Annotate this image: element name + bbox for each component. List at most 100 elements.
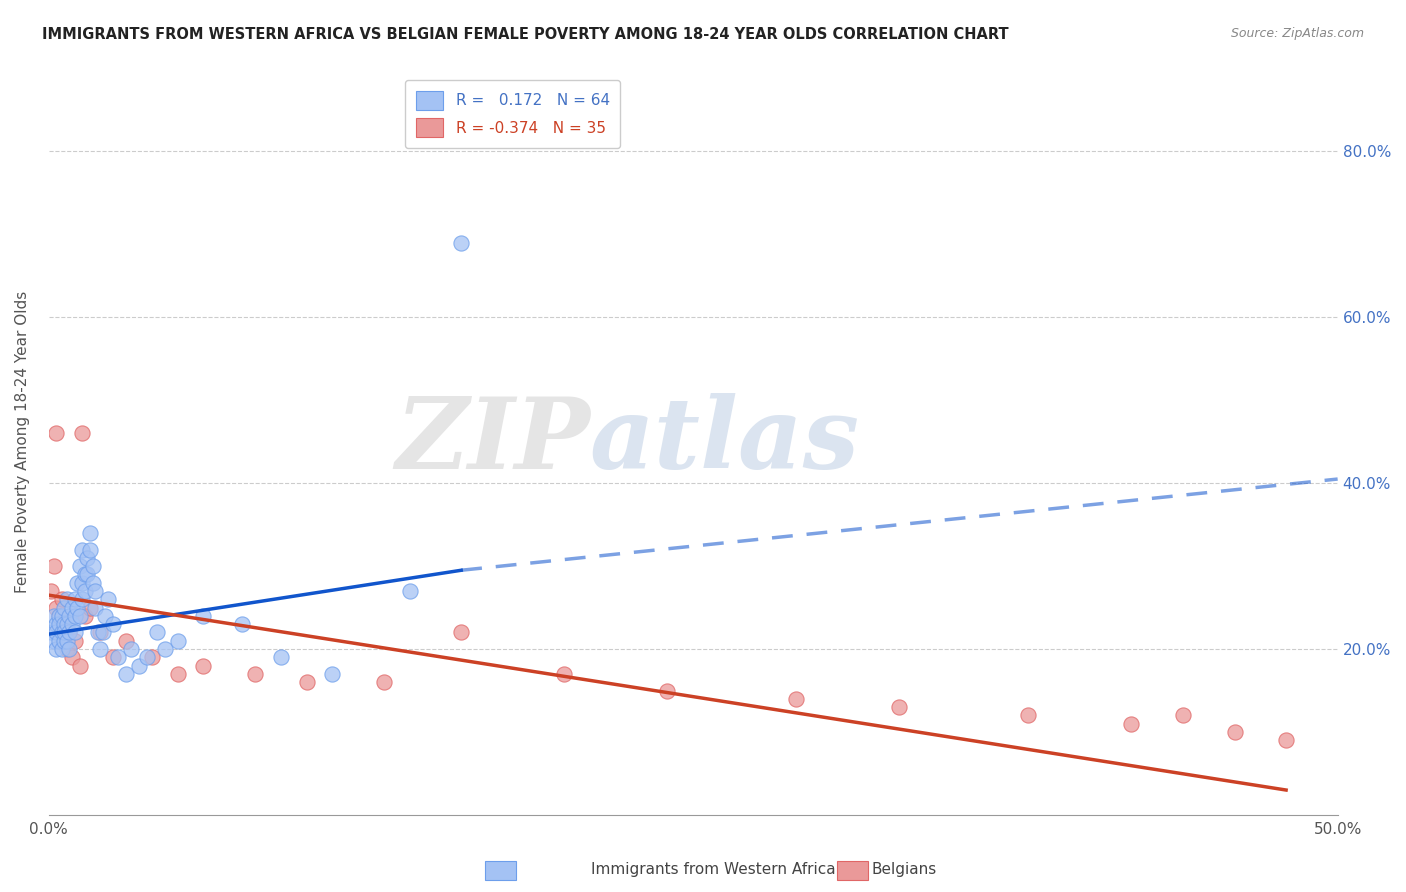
Point	[51, 592, 73, 607]
Point	[79, 525, 101, 540]
Point	[72, 542, 94, 557]
Point	[63, 625, 86, 640]
Point	[193, 608, 215, 623]
Point	[82, 559, 104, 574]
Text: Belgians: Belgians	[872, 863, 936, 877]
Point	[72, 426, 94, 441]
Point	[63, 592, 86, 607]
Point	[51, 625, 73, 640]
Point	[82, 575, 104, 590]
Point	[84, 600, 107, 615]
Point	[146, 625, 169, 640]
Point	[72, 592, 94, 607]
Point	[51, 608, 73, 623]
Point	[48, 633, 70, 648]
Point	[141, 650, 163, 665]
Point	[69, 559, 91, 574]
Point	[53, 633, 76, 648]
Point	[42, 608, 65, 623]
Point	[53, 625, 76, 640]
Point	[76, 550, 98, 565]
Text: Source: ZipAtlas.com: Source: ZipAtlas.com	[1230, 27, 1364, 40]
Point	[103, 617, 125, 632]
Point	[373, 675, 395, 690]
Point	[89, 625, 111, 640]
Point	[84, 584, 107, 599]
Point	[135, 650, 157, 665]
Point	[79, 600, 101, 615]
Point	[89, 642, 111, 657]
Legend: R =   0.172   N = 64, R = -0.374   N = 35: R = 0.172 N = 64, R = -0.374 N = 35	[405, 80, 620, 148]
Point	[1121, 716, 1143, 731]
Point	[120, 642, 142, 657]
Text: atlas: atlas	[591, 393, 860, 490]
Point	[889, 700, 911, 714]
Point	[60, 650, 83, 665]
Point	[87, 625, 110, 640]
Point	[69, 658, 91, 673]
Point	[73, 567, 96, 582]
Point	[58, 642, 80, 657]
Point	[153, 642, 176, 657]
Y-axis label: Female Poverty Among 18-24 Year Olds: Female Poverty Among 18-24 Year Olds	[15, 291, 30, 593]
Point	[60, 600, 83, 615]
Point	[53, 600, 76, 615]
Point	[58, 608, 80, 623]
Point	[450, 625, 472, 640]
Point	[553, 667, 575, 681]
Point	[450, 235, 472, 250]
Text: IMMIGRANTS FROM WESTERN AFRICA VS BELGIAN FEMALE POVERTY AMONG 18-24 YEAR OLDS C: IMMIGRANTS FROM WESTERN AFRICA VS BELGIA…	[42, 27, 1010, 42]
Point	[45, 426, 67, 441]
Point	[295, 675, 318, 690]
Point	[63, 633, 86, 648]
Point	[56, 592, 79, 607]
Point	[193, 658, 215, 673]
Point	[58, 625, 80, 640]
Text: ZIP: ZIP	[395, 393, 591, 490]
Point	[58, 625, 80, 640]
Point	[48, 617, 70, 632]
Point	[66, 600, 89, 615]
Point	[51, 642, 73, 657]
Point	[45, 600, 67, 615]
Point	[73, 608, 96, 623]
Point	[48, 608, 70, 623]
Point	[97, 592, 120, 607]
Point	[321, 667, 343, 681]
Point	[45, 617, 67, 632]
Point	[41, 584, 63, 599]
Point	[66, 575, 89, 590]
Text: Immigrants from Western Africa: Immigrants from Western Africa	[591, 863, 835, 877]
Point	[53, 617, 76, 632]
Point	[48, 608, 70, 623]
Point	[115, 633, 138, 648]
Point	[69, 608, 91, 623]
Point	[60, 617, 83, 632]
Point	[79, 542, 101, 557]
Point	[398, 584, 420, 599]
Point	[1223, 725, 1246, 739]
Point	[45, 625, 67, 640]
Point	[103, 650, 125, 665]
Point	[45, 642, 67, 657]
Point	[115, 667, 138, 681]
Point	[1275, 733, 1298, 747]
Point	[270, 650, 292, 665]
Point	[166, 633, 188, 648]
Point	[51, 625, 73, 640]
Point	[1171, 708, 1194, 723]
Point	[41, 625, 63, 640]
Point	[657, 683, 679, 698]
Point	[107, 650, 129, 665]
Point	[91, 625, 114, 640]
Point	[76, 567, 98, 582]
Point	[73, 584, 96, 599]
Point	[243, 667, 266, 681]
Point	[785, 691, 807, 706]
Point	[94, 608, 117, 623]
Point	[63, 608, 86, 623]
Point	[42, 633, 65, 648]
Point	[56, 642, 79, 657]
Point	[56, 617, 79, 632]
Point	[128, 658, 150, 673]
